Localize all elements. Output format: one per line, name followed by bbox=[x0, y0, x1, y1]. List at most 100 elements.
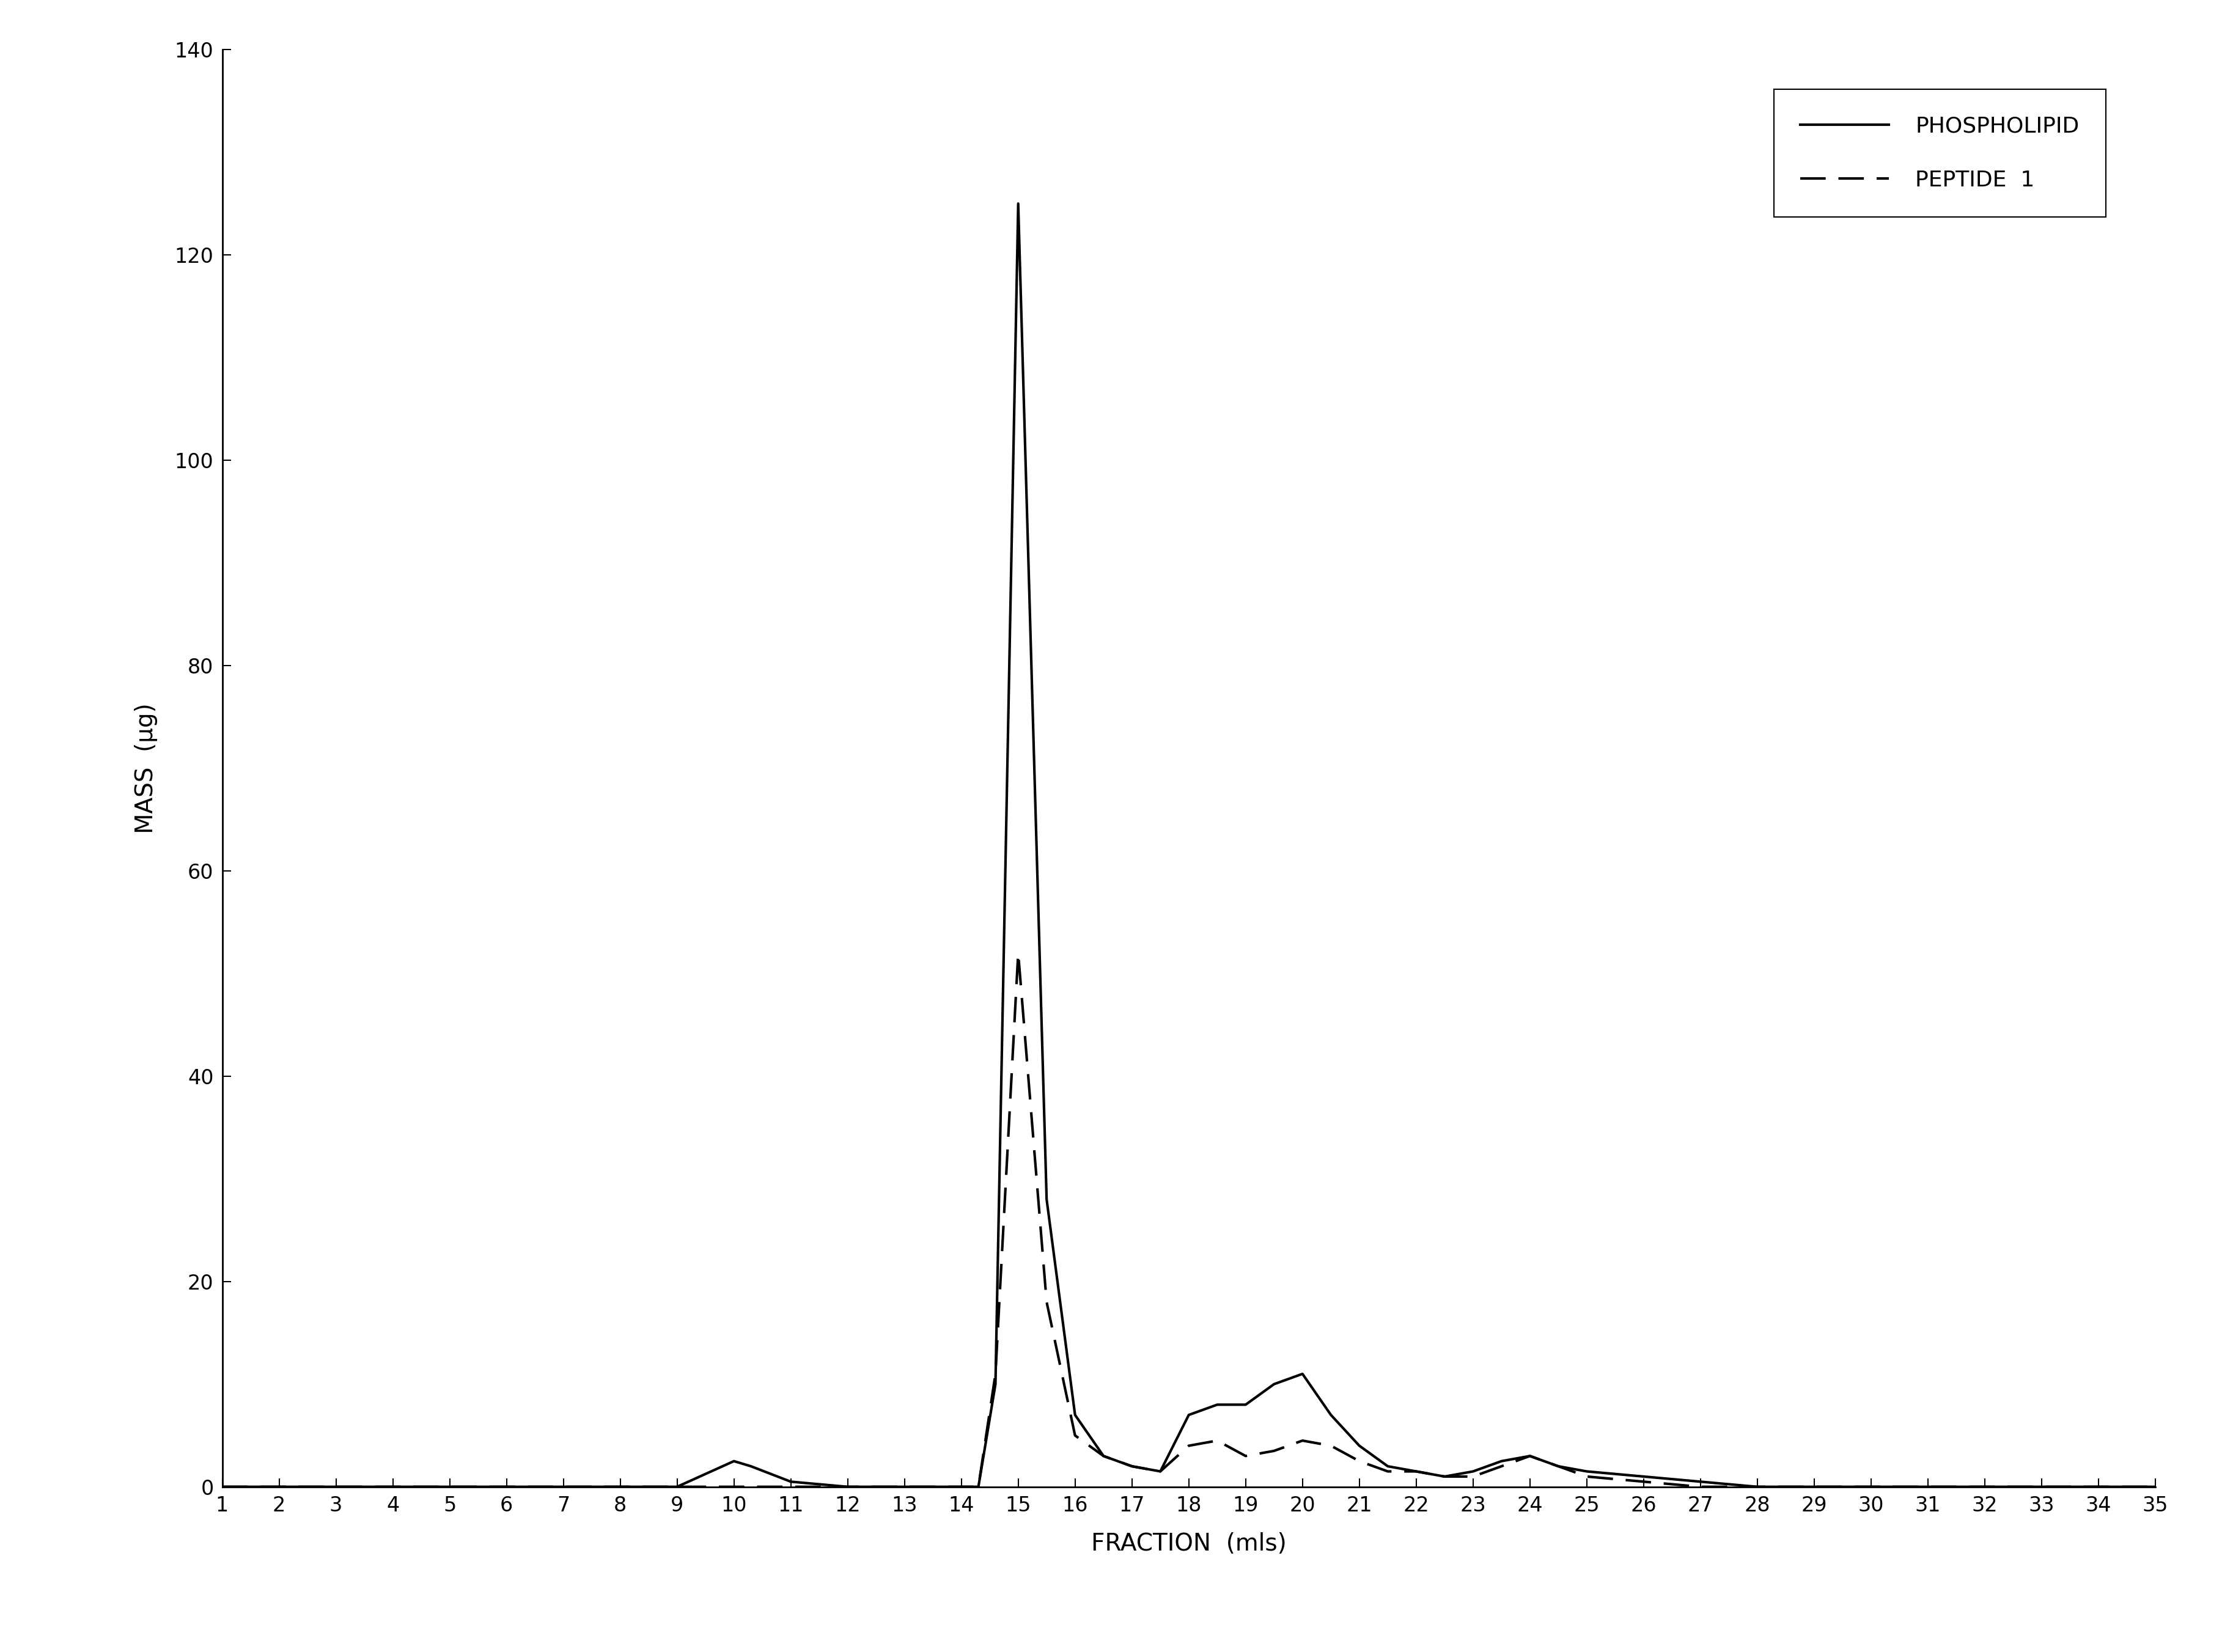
PEPTIDE  1 bbox=[2029, 1477, 2055, 1497]
PHOSPHOLIPID bbox=[664, 1477, 691, 1497]
PEPTIDE  1 bbox=[1375, 1462, 1402, 1482]
PEPTIDE  1 bbox=[1686, 1477, 1713, 1497]
PEPTIDE  1 bbox=[891, 1477, 918, 1497]
PEPTIDE  1 bbox=[551, 1477, 578, 1497]
PHOSPHOLIPID bbox=[1800, 1477, 1826, 1497]
PHOSPHOLIPID bbox=[920, 1477, 947, 1497]
PEPTIDE  1 bbox=[1318, 1436, 1344, 1455]
PHOSPHOLIPID bbox=[949, 1477, 975, 1497]
PEPTIDE  1 bbox=[1573, 1467, 1600, 1487]
PEPTIDE  1 bbox=[664, 1477, 691, 1497]
PEPTIDE  1 bbox=[2142, 1477, 2169, 1497]
PHOSPHOLIPID bbox=[607, 1477, 633, 1497]
PEPTIDE  1 bbox=[1033, 1292, 1060, 1312]
X-axis label: FRACTION  (mls): FRACTION (mls) bbox=[1091, 1533, 1287, 1556]
PEPTIDE  1 bbox=[1431, 1467, 1458, 1487]
PHOSPHOLIPID bbox=[1573, 1462, 1600, 1482]
PHOSPHOLIPID bbox=[322, 1477, 349, 1497]
PEPTIDE  1 bbox=[267, 1477, 293, 1497]
PHOSPHOLIPID bbox=[1318, 1404, 1344, 1424]
PHOSPHOLIPID bbox=[1544, 1457, 1571, 1477]
PHOSPHOLIPID bbox=[267, 1477, 293, 1497]
PEPTIDE  1 bbox=[1347, 1450, 1373, 1470]
PEPTIDE  1 bbox=[949, 1477, 975, 1497]
PHOSPHOLIPID bbox=[1402, 1462, 1429, 1482]
Y-axis label: MASS  (μg): MASS (μg) bbox=[136, 702, 158, 834]
PHOSPHOLIPID bbox=[1347, 1436, 1373, 1455]
PEPTIDE  1 bbox=[920, 1477, 947, 1497]
PHOSPHOLIPID bbox=[1004, 193, 1031, 213]
PHOSPHOLIPID bbox=[720, 1450, 747, 1470]
PHOSPHOLIPID bbox=[1062, 1404, 1089, 1424]
Line: PEPTIDE  1: PEPTIDE 1 bbox=[222, 953, 2155, 1487]
PEPTIDE  1 bbox=[322, 1477, 349, 1497]
PEPTIDE  1 bbox=[209, 1477, 236, 1497]
PEPTIDE  1 bbox=[1147, 1462, 1173, 1482]
PHOSPHOLIPID bbox=[1858, 1477, 1884, 1497]
PHOSPHOLIPID bbox=[964, 1477, 991, 1497]
PHOSPHOLIPID bbox=[1460, 1462, 1487, 1482]
PHOSPHOLIPID bbox=[1489, 1450, 1515, 1470]
PHOSPHOLIPID bbox=[1147, 1462, 1173, 1482]
PHOSPHOLIPID bbox=[738, 1457, 764, 1477]
PHOSPHOLIPID bbox=[2142, 1477, 2169, 1497]
PEPTIDE  1 bbox=[1915, 1477, 1942, 1497]
PEPTIDE  1 bbox=[1971, 1477, 1998, 1497]
PEPTIDE  1 bbox=[1233, 1446, 1260, 1465]
PEPTIDE  1 bbox=[1858, 1477, 1884, 1497]
PEPTIDE  1 bbox=[833, 1477, 860, 1497]
PHOSPHOLIPID bbox=[1260, 1374, 1287, 1394]
PEPTIDE  1 bbox=[1489, 1457, 1515, 1477]
PHOSPHOLIPID bbox=[1091, 1446, 1118, 1465]
PHOSPHOLIPID bbox=[1375, 1457, 1402, 1477]
PHOSPHOLIPID bbox=[778, 1472, 804, 1492]
PHOSPHOLIPID bbox=[1204, 1394, 1231, 1414]
PHOSPHOLIPID bbox=[493, 1477, 520, 1497]
PEPTIDE  1 bbox=[982, 1365, 1009, 1384]
PHOSPHOLIPID bbox=[380, 1477, 407, 1497]
PEPTIDE  1 bbox=[1631, 1472, 1658, 1492]
PEPTIDE  1 bbox=[1062, 1426, 1089, 1446]
PEPTIDE  1 bbox=[778, 1477, 804, 1497]
PHOSPHOLIPID bbox=[1971, 1477, 1998, 1497]
PHOSPHOLIPID bbox=[551, 1477, 578, 1497]
PEPTIDE  1 bbox=[1460, 1467, 1487, 1487]
PHOSPHOLIPID bbox=[1686, 1472, 1713, 1492]
PHOSPHOLIPID bbox=[2029, 1477, 2055, 1497]
PEPTIDE  1 bbox=[1091, 1446, 1118, 1465]
PEPTIDE  1 bbox=[1289, 1431, 1315, 1450]
PEPTIDE  1 bbox=[1800, 1477, 1826, 1497]
PHOSPHOLIPID bbox=[1915, 1477, 1942, 1497]
PEPTIDE  1 bbox=[1175, 1436, 1202, 1455]
PEPTIDE  1 bbox=[1260, 1441, 1287, 1460]
PHOSPHOLIPID bbox=[1233, 1394, 1260, 1414]
PHOSPHOLIPID bbox=[1118, 1457, 1144, 1477]
PEPTIDE  1 bbox=[1544, 1457, 1571, 1477]
PHOSPHOLIPID bbox=[1518, 1446, 1544, 1465]
PEPTIDE  1 bbox=[964, 1477, 991, 1497]
PEPTIDE  1 bbox=[436, 1477, 462, 1497]
PHOSPHOLIPID bbox=[1175, 1404, 1202, 1424]
PEPTIDE  1 bbox=[720, 1477, 747, 1497]
PEPTIDE  1 bbox=[380, 1477, 407, 1497]
PHOSPHOLIPID bbox=[436, 1477, 462, 1497]
PHOSPHOLIPID bbox=[1744, 1477, 1771, 1497]
PEPTIDE  1 bbox=[1118, 1457, 1144, 1477]
PEPTIDE  1 bbox=[1204, 1431, 1231, 1450]
PHOSPHOLIPID bbox=[982, 1374, 1009, 1394]
PEPTIDE  1 bbox=[1518, 1446, 1544, 1465]
Legend: PHOSPHOLIPID, PEPTIDE  1: PHOSPHOLIPID, PEPTIDE 1 bbox=[1773, 89, 2106, 216]
Line: PHOSPHOLIPID: PHOSPHOLIPID bbox=[222, 203, 2155, 1487]
PHOSPHOLIPID bbox=[1431, 1467, 1458, 1487]
PEPTIDE  1 bbox=[1402, 1462, 1429, 1482]
PEPTIDE  1 bbox=[1004, 943, 1031, 963]
PHOSPHOLIPID bbox=[833, 1477, 860, 1497]
PEPTIDE  1 bbox=[2084, 1477, 2111, 1497]
PEPTIDE  1 bbox=[1744, 1477, 1771, 1497]
PHOSPHOLIPID bbox=[1631, 1467, 1658, 1487]
PEPTIDE  1 bbox=[493, 1477, 520, 1497]
PHOSPHOLIPID bbox=[1289, 1365, 1315, 1384]
PHOSPHOLIPID bbox=[209, 1477, 236, 1497]
PHOSPHOLIPID bbox=[891, 1477, 918, 1497]
PEPTIDE  1 bbox=[607, 1477, 633, 1497]
